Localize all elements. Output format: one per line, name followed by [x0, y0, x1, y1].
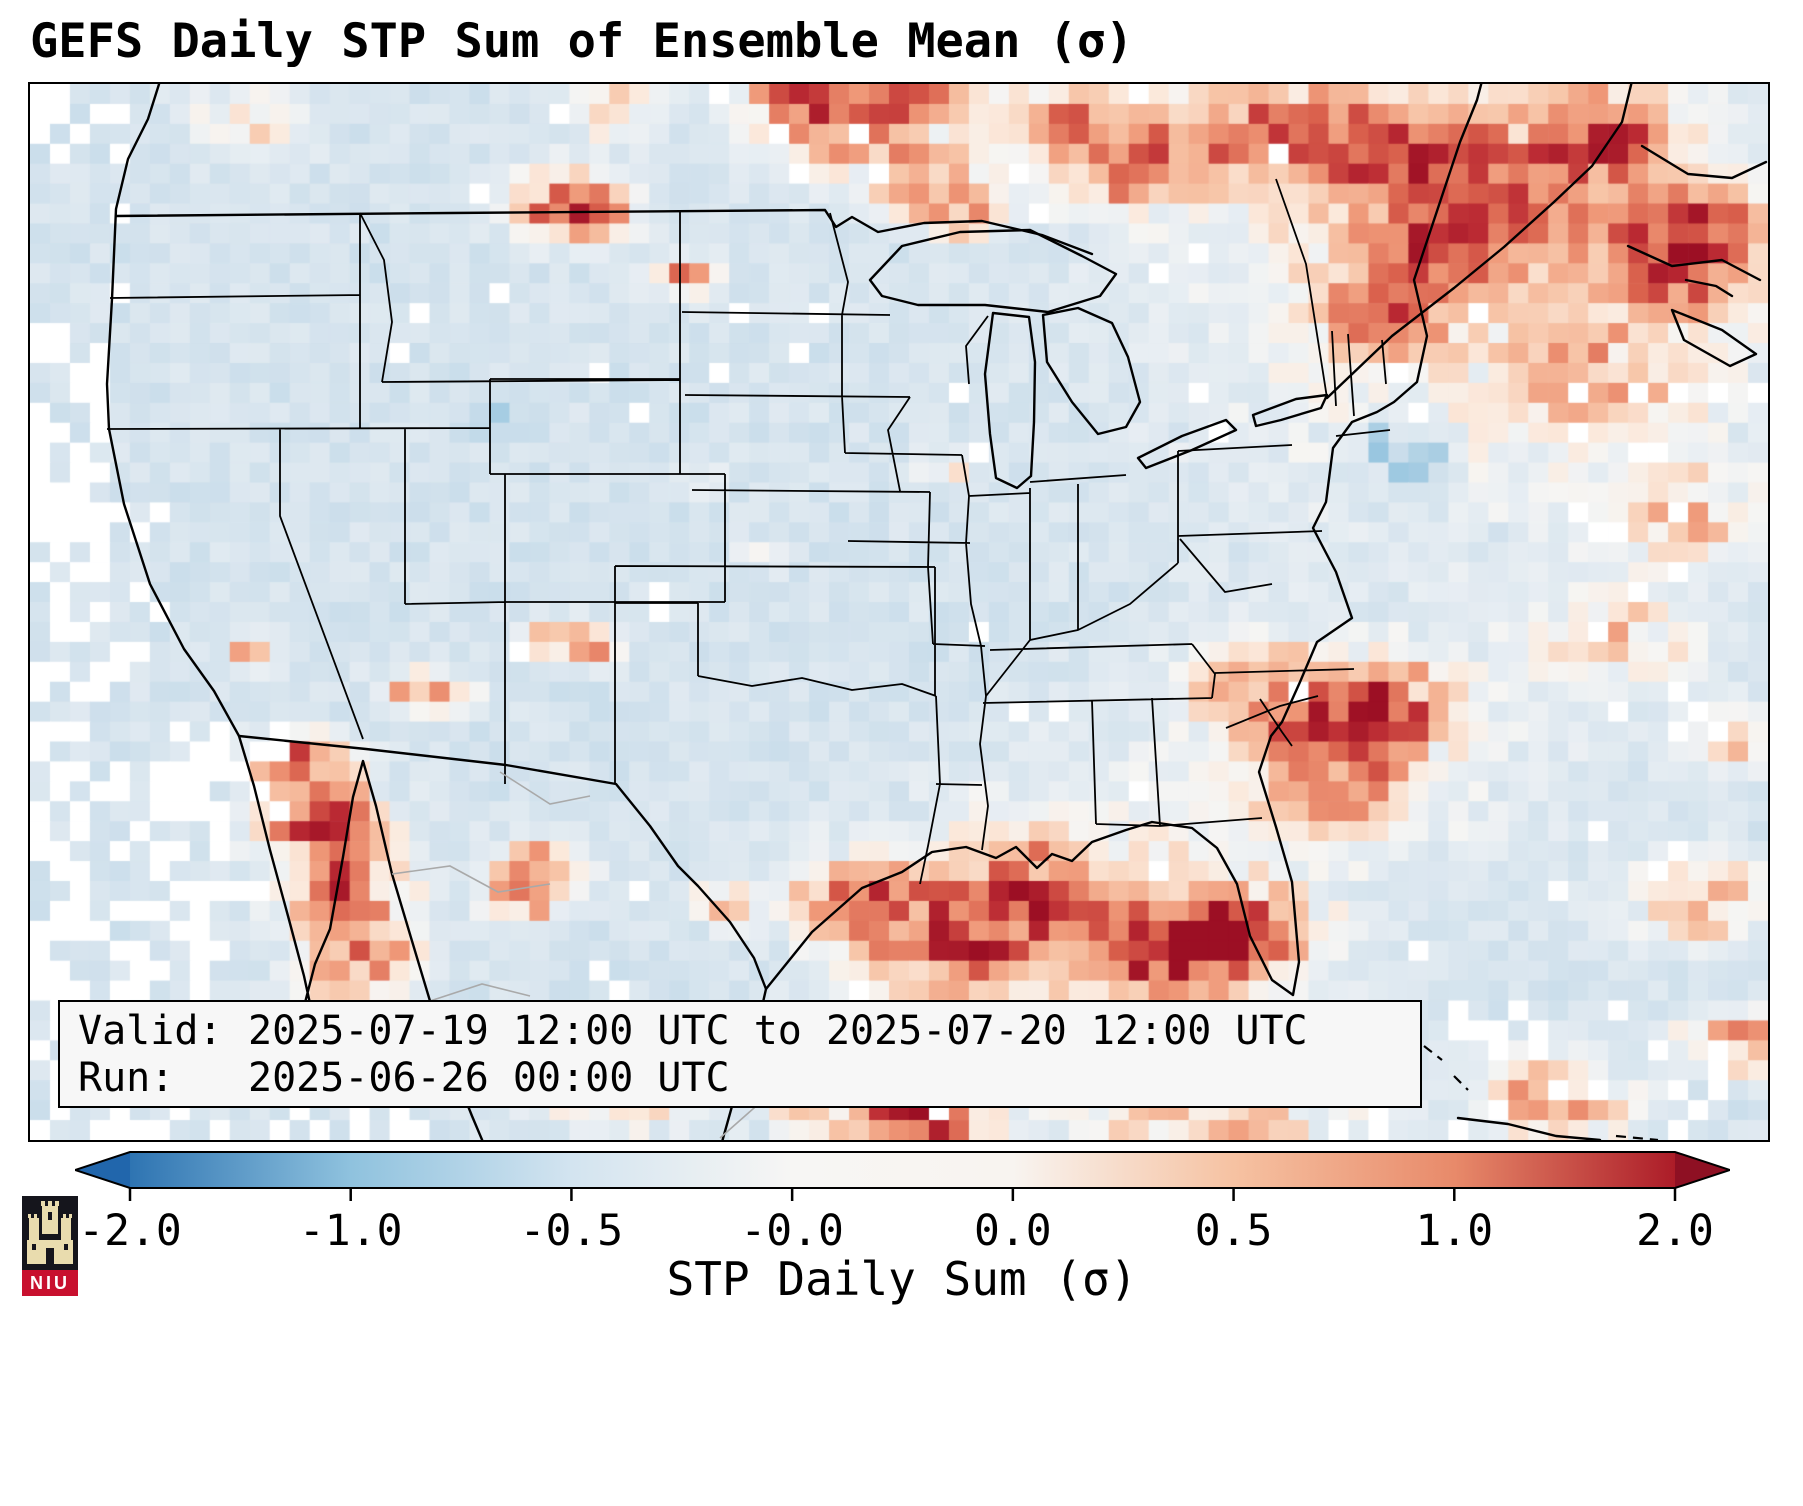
colorbar-tick-label: -0.0: [740, 1206, 844, 1256]
validity-info-box: Valid: 2025-07-19 12:00 UTC to 2025-07-20…: [58, 1000, 1422, 1108]
colorbar-tick-labels: -2.0 -1.0 -0.5 -0.0 0.0 0.5 1.0 2.0: [0, 1206, 1803, 1256]
maritimes-coastline: [1626, 144, 1768, 368]
colorbar-tick-label: 1.0: [1415, 1206, 1494, 1256]
mexico-border: [237, 734, 768, 991]
niu-logo-text: NIU: [22, 1270, 78, 1296]
run-label: Run:: [78, 1055, 175, 1101]
cuba-coastline: [1456, 1116, 1602, 1140]
run-value: 2025-06-26 00:00 UTC: [248, 1055, 730, 1101]
pacific-baja-coastline: [105, 84, 484, 1140]
colorbar-gradient-rect: [130, 1152, 1675, 1188]
valid-label: Valid:: [78, 1008, 223, 1054]
valid-value: 2025-07-19 12:00 UTC to 2025-07-20 12:00…: [248, 1008, 1308, 1054]
niu-logo: NIU: [22, 1196, 78, 1296]
mexico-state-borders: [391, 771, 787, 1139]
state-borders: [106, 178, 1391, 885]
niu-castle-icon: [22, 1196, 78, 1270]
canada-border: [114, 208, 1094, 256]
st-lawrence-coastline: [1325, 84, 1633, 400]
colorbar-tick-label: -2.0: [78, 1206, 182, 1256]
colorbar-tick-label: -0.5: [519, 1206, 624, 1256]
map-borders: [105, 84, 1768, 1140]
colorbar-tick-label: 0.0: [974, 1206, 1052, 1256]
valid-row: Valid: 2025-07-19 12:00 UTC to 2025-07-20…: [78, 1008, 1402, 1055]
island-dashed-coastlines: [1423, 1045, 1659, 1140]
great-lakes: [868, 228, 1329, 490]
colorbar-axis-label: STP Daily Sum (σ): [666, 1252, 1138, 1306]
stp-heatmap-canvas: [30, 84, 1768, 1140]
map-panel: Valid: 2025-07-19 12:00 UTC to 2025-07-20…: [28, 82, 1770, 1142]
colorbar-left-extend: [75, 1152, 130, 1188]
gulf-atlantic-coastline: [721, 84, 1483, 1140]
colorbar-tick-label: 2.0: [1636, 1206, 1714, 1256]
colorbar-tick-label: -1.0: [298, 1206, 403, 1256]
colorbar-tick-label: 0.5: [1194, 1206, 1273, 1256]
run-row: Run: 2025-06-26 00:00 UTC: [78, 1055, 1402, 1102]
colorbar-right-extend: [1675, 1152, 1730, 1188]
chart-title: GEFS Daily STP Sum of Ensemble Mean (σ): [30, 14, 1134, 69]
colorbar: [75, 1151, 1730, 1201]
